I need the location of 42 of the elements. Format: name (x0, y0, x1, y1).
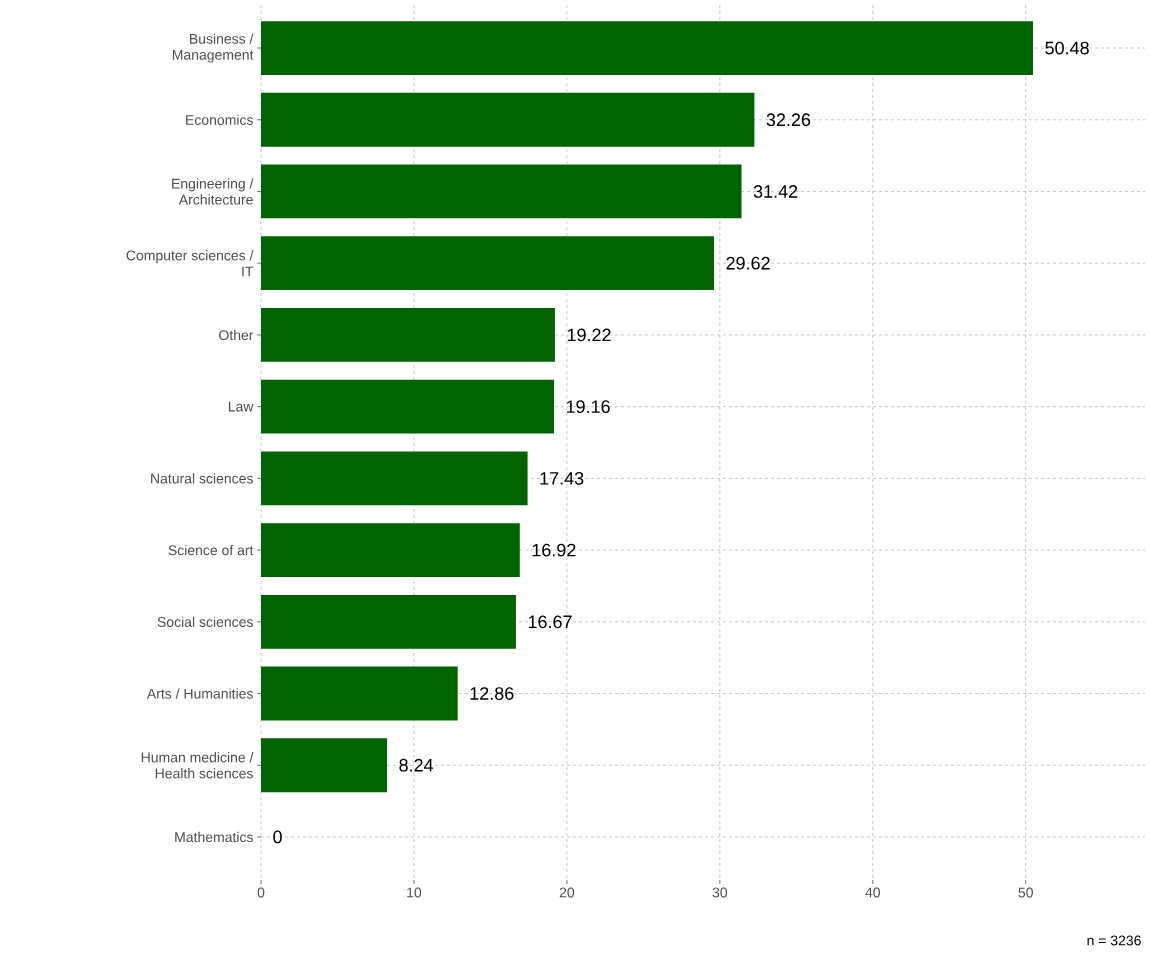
data-label: 12.86 (470, 687, 514, 700)
x-tick-label: 20 (559, 887, 575, 898)
y-tick-label: Science of art (168, 544, 254, 556)
x-tick-label: 10 (407, 887, 422, 898)
text: n = 3236 (1087, 935, 1141, 946)
x-tick-label: 50 (1018, 887, 1033, 898)
data-label: 16.67 (528, 615, 572, 629)
data-label: 32.26 (766, 113, 811, 127)
y-tick-label: Law (228, 401, 254, 412)
y-tick-label: Social sciences (157, 616, 253, 627)
bar (261, 666, 458, 721)
data-label: 29.62 (726, 256, 770, 270)
bar (261, 523, 520, 577)
bar (261, 236, 715, 291)
y-tick-label: Human medicine / Health sciences (141, 752, 254, 779)
bar (261, 379, 555, 434)
data-label: 0 (273, 830, 282, 844)
bar (261, 21, 1034, 75)
x-tick-label: 30 (712, 887, 728, 898)
y-tick-label: Business / Management (172, 33, 254, 63)
bar (261, 451, 528, 506)
data-label: 19.16 (566, 400, 610, 413)
y-tick-label: Arts / Humanities (146, 688, 253, 699)
data-label: 16.92 (532, 543, 576, 557)
y-tick-label: Engineering / Architecture (172, 178, 254, 205)
bar (261, 164, 742, 219)
bar (261, 738, 388, 793)
data-label: 8.24 (399, 758, 434, 772)
data-label: 31.42 (753, 185, 798, 198)
bar (261, 308, 555, 362)
y-tick-label: Mathematics (175, 831, 253, 843)
data-label: 17.43 (540, 471, 584, 485)
y-tick-label: Other (219, 329, 254, 341)
y-tick-label: Economics (186, 114, 253, 125)
y-tick-label: Natural sciences (151, 473, 253, 484)
data-label: 19.22 (567, 328, 611, 342)
bar (261, 92, 755, 147)
y-tick-label: Computer sciences / IT (126, 250, 254, 277)
x-tick-label: 0 (257, 887, 265, 898)
data-label: 50.48 (1045, 41, 1089, 55)
bar (261, 594, 516, 649)
x-tick-label: 40 (865, 887, 881, 898)
